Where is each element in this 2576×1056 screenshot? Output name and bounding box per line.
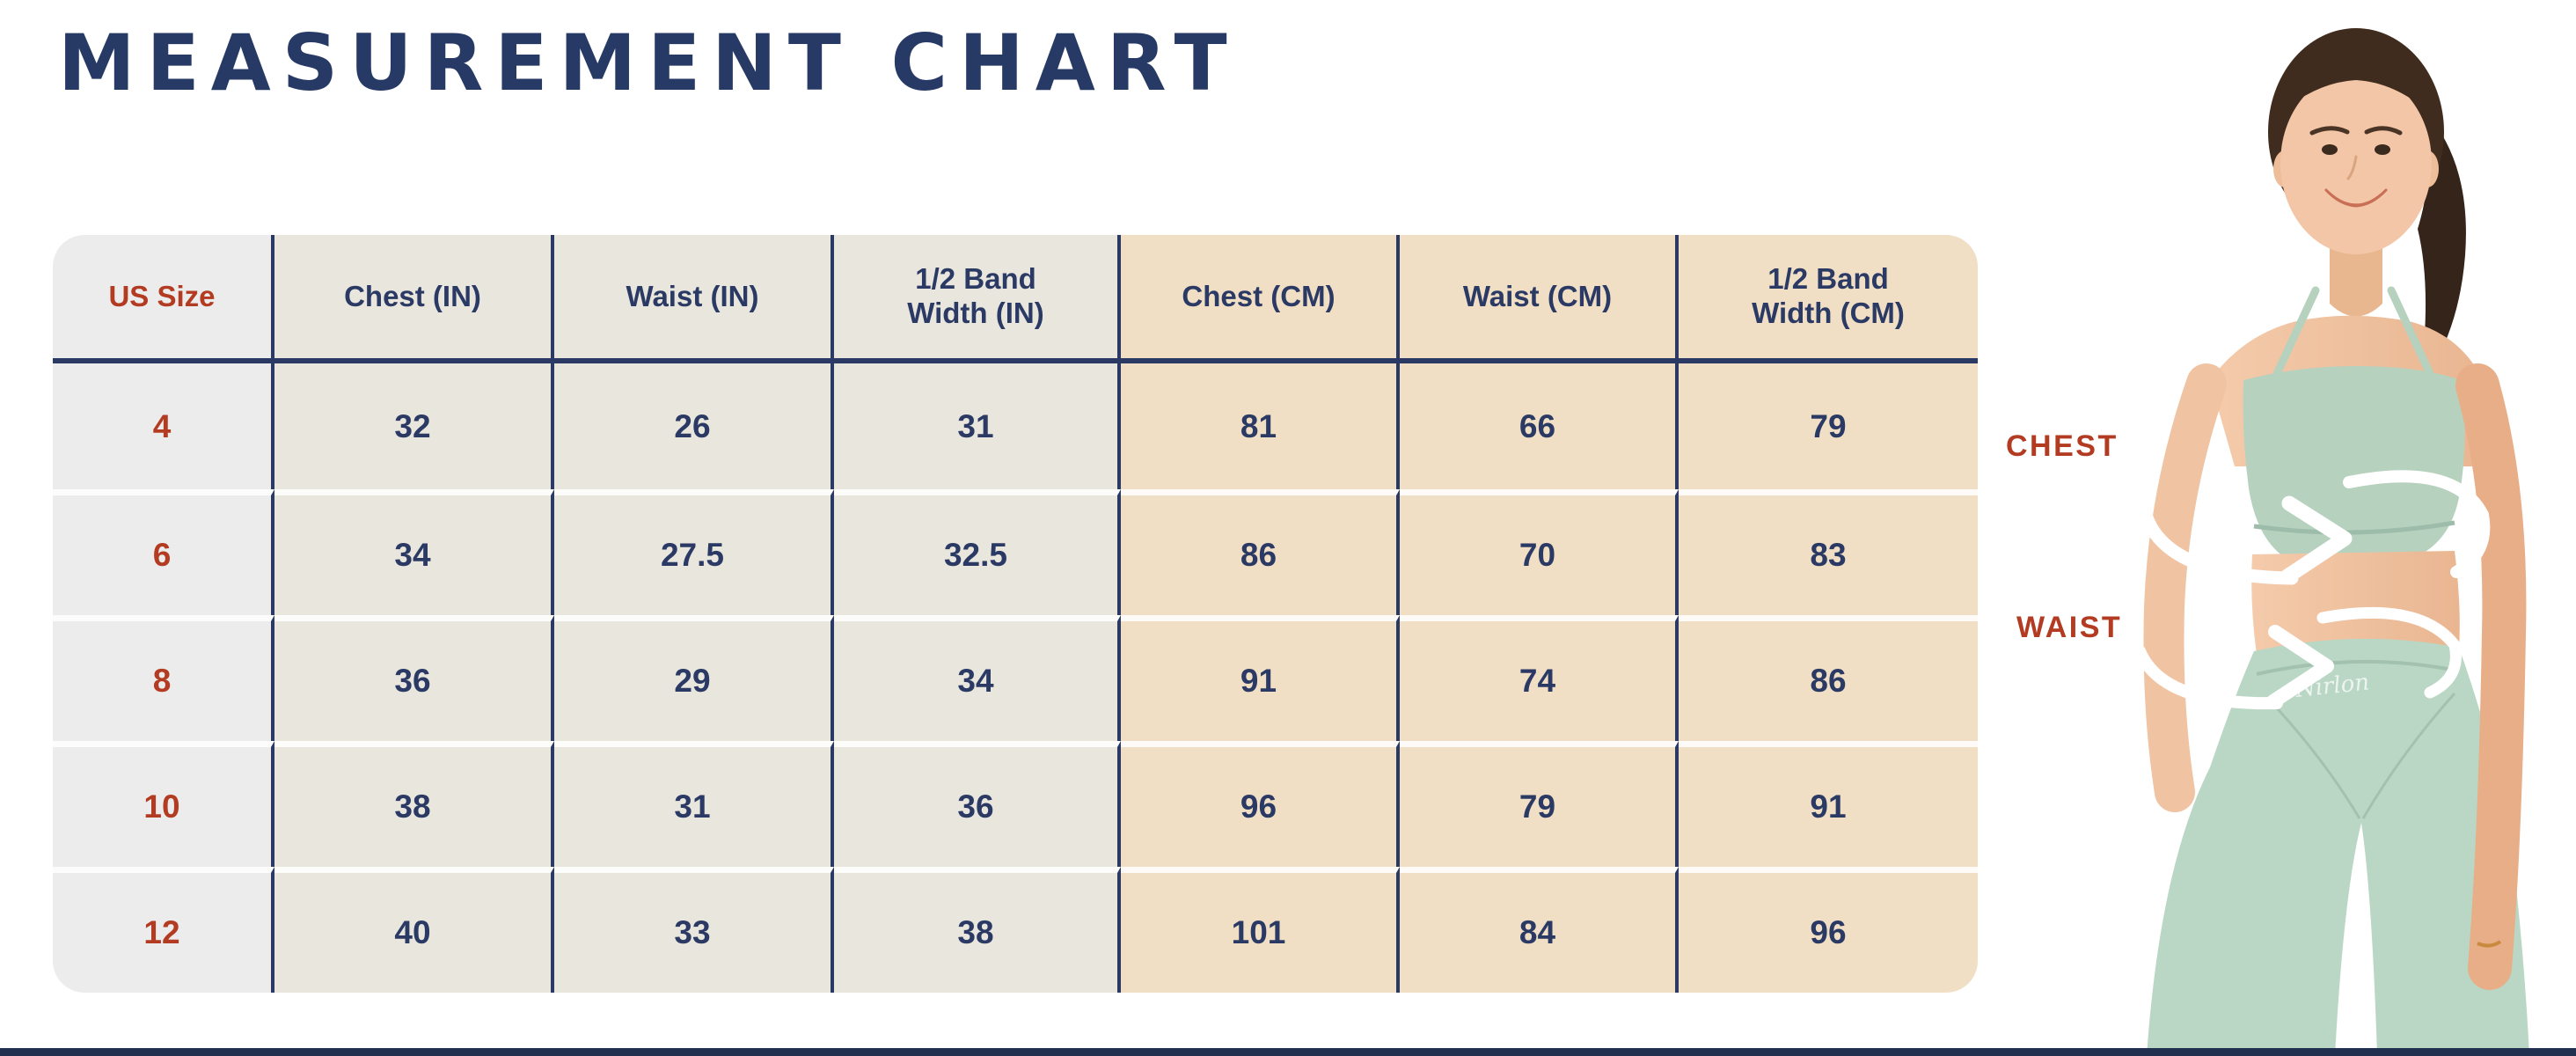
left-arm	[2143, 363, 2227, 812]
cell-us-size: 8	[53, 615, 274, 741]
cell-waist-cm: 79	[1400, 741, 1679, 867]
model-illustration: Nirlon	[2133, 28, 2529, 1056]
bra-underband-seam	[2253, 520, 2455, 535]
hand-ring	[2477, 940, 2502, 948]
eyebrow-right	[2364, 126, 2403, 136]
cell-chest-cm: 81	[1121, 363, 1400, 489]
cell-chest-in: 36	[274, 615, 554, 741]
column-header-band-width-cm: 1/2 Band Width (CM)	[1679, 235, 1978, 363]
table-row-size-8: 8 36 29 34 91 74 86	[53, 615, 1978, 741]
cell-waist-cm: 84	[1400, 867, 1679, 993]
page-title: MEASUREMENT CHART	[58, 18, 1239, 108]
header-label: Chest (CM)	[1182, 279, 1336, 312]
table-row-size-4: 4 32 26 31 81 66 79	[53, 363, 1978, 489]
cell-band-in: 34	[834, 615, 1121, 741]
eye-left	[2322, 144, 2338, 155]
leggings-v-seam-right	[2361, 692, 2456, 819]
header-label: 1/2 Band	[915, 262, 1036, 296]
header-label: US Size	[108, 279, 216, 312]
cell-band-in: 32.5	[834, 489, 1121, 615]
header-label: Waist (CM)	[1462, 279, 1613, 312]
chest-label: CHEST	[2006, 429, 2119, 463]
column-header-waist-in: Waist (IN)	[554, 235, 834, 363]
cell-chest-cm: 91	[1121, 615, 1400, 741]
cell-waist-cm: 66	[1400, 363, 1679, 489]
cell-waist-in: 26	[554, 363, 834, 489]
cell-waist-cm: 74	[1400, 615, 1679, 741]
cell-chest-in: 38	[274, 741, 554, 867]
header-label: 1/2 Band	[1767, 262, 1889, 296]
cell-us-size: 10	[53, 741, 274, 867]
midriff	[2251, 551, 2460, 664]
cell-chest-cm: 86	[1121, 489, 1400, 615]
cell-band-cm: 96	[1679, 867, 1978, 993]
hair-front	[2270, 53, 2442, 125]
column-header-waist-cm: Waist (CM)	[1400, 235, 1679, 363]
cell-band-in: 36	[834, 741, 1121, 867]
cell-waist-cm: 70	[1400, 489, 1679, 615]
nose	[2346, 155, 2358, 180]
cell-chest-cm: 96	[1121, 741, 1400, 867]
column-header-band-width-in: 1/2 Band Width (IN)	[834, 235, 1121, 363]
cell-us-size: 4	[53, 363, 274, 489]
cell-band-cm: 83	[1679, 489, 1978, 615]
table-row-size-6: 6 34 27.5 32.5 86 70 83	[53, 489, 1978, 615]
header-label: Waist (IN)	[626, 279, 759, 312]
bra-strap-left	[2265, 286, 2320, 393]
cell-band-cm: 79	[1679, 363, 1978, 489]
table-row-size-10: 10 38 31 36 96 79 91	[53, 741, 1978, 867]
column-header-chest-cm: Chest (CM)	[1121, 235, 1400, 363]
size-table: US Size Chest (IN) Waist (IN) 1/2 Band Wi…	[53, 235, 1978, 993]
bottom-accent-bar	[0, 1048, 2576, 1056]
cell-waist-in: 27.5	[554, 489, 834, 615]
cell-chest-in: 32	[274, 363, 554, 489]
cell-us-size: 6	[53, 489, 274, 615]
leggings-waistband-seam	[2256, 659, 2457, 676]
waist-label: WAIST	[2016, 611, 2123, 644]
eyebrow-left	[2309, 126, 2350, 136]
cell-band-in: 38	[834, 867, 1121, 993]
eye-right	[2375, 144, 2390, 155]
column-header-us-size: US Size	[53, 235, 274, 363]
header-label: Chest (IN)	[344, 279, 481, 312]
table-header-row: US Size Chest (IN) Waist (IN) 1/2 Band Wi…	[53, 235, 1978, 363]
cell-band-in: 31	[834, 363, 1121, 489]
cell-us-size: 12	[53, 867, 274, 993]
cell-band-cm: 91	[1679, 741, 1978, 867]
cell-chest-in: 34	[274, 489, 554, 615]
model-photo: Nirlon	[1980, 0, 2576, 1056]
right-arm	[2455, 363, 2527, 990]
chest-measure-arrow	[2140, 470, 2491, 585]
cell-band-cm: 86	[1679, 615, 1978, 741]
table-row-size-12: 12 40 33 38 101 84 96	[53, 867, 1978, 993]
cell-chest-cm: 101	[1121, 867, 1400, 993]
waist-measure-arrow	[2133, 606, 2462, 710]
cell-waist-in: 33	[554, 867, 834, 993]
smile	[2324, 188, 2388, 208]
column-header-chest-in: Chest (IN)	[274, 235, 554, 363]
cell-waist-in: 29	[554, 615, 834, 741]
cell-chest-in: 40	[274, 867, 554, 993]
cell-waist-in: 31	[554, 741, 834, 867]
leggings-v-seam-left	[2268, 699, 2361, 819]
leggings	[2147, 638, 2529, 1056]
